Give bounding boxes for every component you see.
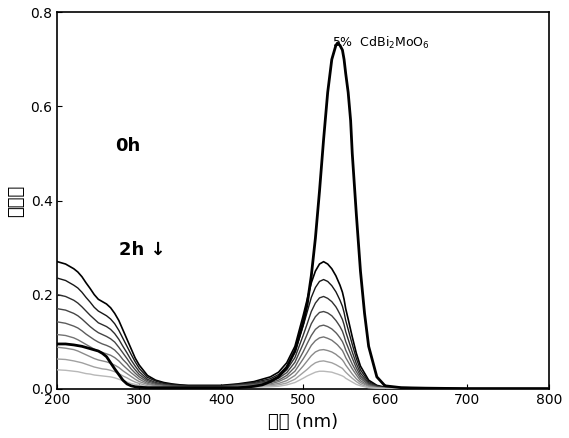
Text: 5%  Cd$\mathrm{Bi_2MoO_6}$: 5% Cd$\mathrm{Bi_2MoO_6}$ <box>332 35 430 51</box>
X-axis label: 波长 (nm): 波长 (nm) <box>268 413 338 431</box>
Y-axis label: 吸光度: 吸光度 <box>7 184 25 217</box>
Text: 0h: 0h <box>115 138 140 155</box>
Text: 2h ↓: 2h ↓ <box>119 241 166 259</box>
